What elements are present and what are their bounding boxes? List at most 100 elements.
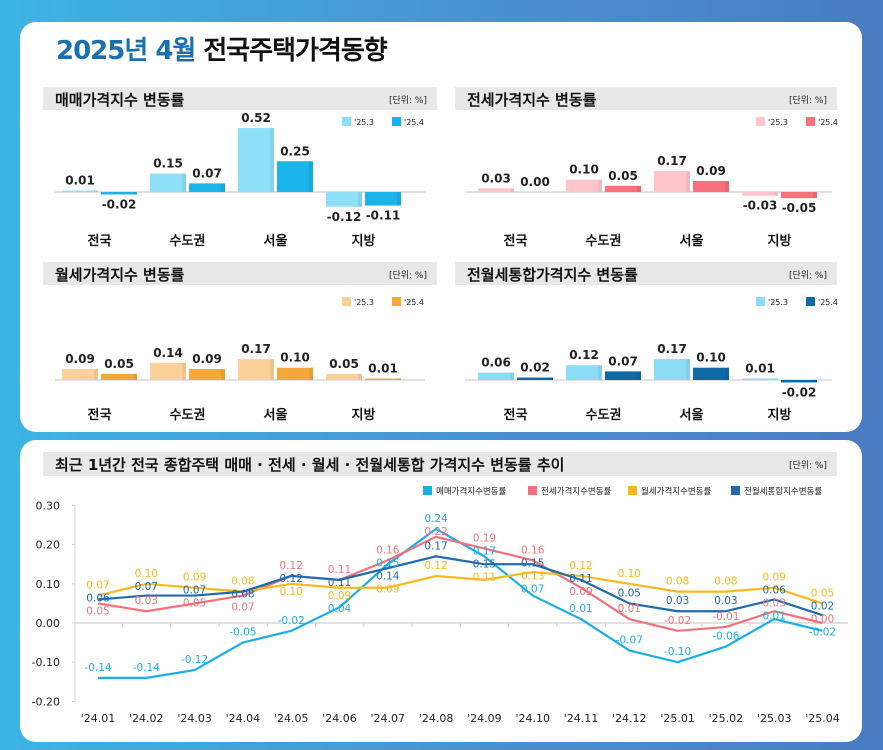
point-label: 0.07 <box>231 602 254 614</box>
bar <box>277 161 313 192</box>
point-label: 0.05 <box>86 606 109 618</box>
data-label: 0.00 <box>520 175 550 189</box>
point-label: -0.10 <box>664 646 691 658</box>
x-tick-label: '24.04 <box>226 712 261 725</box>
category-label: 수도권 <box>586 408 622 423</box>
point-label: -0.14 <box>133 662 160 674</box>
data-label: 0.10 <box>280 351 310 365</box>
bar <box>365 378 401 380</box>
bar-shade <box>133 373 137 380</box>
point-label: 0.22 <box>424 526 447 538</box>
data-label: 0.12 <box>569 348 599 362</box>
point-label: 0.07 <box>86 580 109 592</box>
data-label: 0.09 <box>65 352 95 366</box>
panel-header-jeonse: 전세가격지수 변동률 [단위: %] <box>455 87 837 110</box>
point-label: 0.09 <box>763 572 786 584</box>
point-label: -0.06 <box>712 631 739 643</box>
bar-shade <box>686 359 690 380</box>
legend-label: '25.4 <box>404 298 424 307</box>
point-label: 0.02 <box>811 600 834 612</box>
x-tick-label: '24.02 <box>129 712 164 725</box>
point-label: 0.12 <box>280 573 303 585</box>
bar <box>326 373 362 380</box>
point-label: 0.03 <box>666 595 689 607</box>
bar-chart-1: '25.3 0.03 0.10 0.17 -0.03 '25.4 0.00 0.05 0.09 -… <box>465 117 838 249</box>
bar-chart-3: '25.3 0.06 0.12 0.17 0.01 '25.4 0.02 0.07 0.10 -0… <box>465 297 838 423</box>
bar-shade <box>133 192 137 195</box>
bar-shade <box>774 378 778 380</box>
category-label: 지방 <box>768 407 792 423</box>
category-label: 지방 <box>352 233 376 249</box>
point-label: 0.08 <box>714 576 737 588</box>
point-label: 0.11 <box>473 572 496 584</box>
point-label: 0.15 <box>376 557 399 569</box>
bar <box>693 180 729 192</box>
bar-shade <box>774 192 778 196</box>
point-label: 0.05 <box>618 587 641 599</box>
data-label: 0.05 <box>104 357 134 371</box>
data-label: 0.01 <box>368 362 398 376</box>
category-label: 지방 <box>352 407 376 423</box>
page-title: 2025년 4월 전국주택가격동향 <box>56 30 388 67</box>
category-label: 수도권 <box>170 408 206 423</box>
panel-title: 전월세통합가격지수 변동률 <box>467 266 638 284</box>
point-label: 0.05 <box>183 598 206 610</box>
data-label: -0.02 <box>782 385 817 399</box>
data-label: 0.07 <box>608 354 638 368</box>
category-label: 서울 <box>680 233 704 249</box>
bar-shade <box>182 362 186 380</box>
bar <box>62 368 98 380</box>
legend-label: 월세가격지수변동률 <box>641 486 712 497</box>
point-label: 0.09 <box>328 590 351 602</box>
legend-label: 전세가격지수변동률 <box>541 486 612 497</box>
category-label: 수도권 <box>586 234 622 249</box>
unit-label: [단위: %] <box>388 271 427 281</box>
point-label: 0.07 <box>521 583 544 595</box>
point-label: 0.06 <box>763 585 787 597</box>
series-line <box>97 570 823 605</box>
bar-shade <box>309 161 313 192</box>
y-tick-label: 0.00 <box>36 617 61 630</box>
line-chart: 0.30 0.20 0.10 0.00 -0.10 -0.20 '24.01 '24.02 '2… <box>32 486 848 725</box>
bar <box>566 365 602 380</box>
point-label: 0.14 <box>376 570 400 582</box>
bar <box>478 372 514 380</box>
point-label: 0.03 <box>714 595 737 607</box>
point-label: 0.06 <box>86 593 110 605</box>
category-label: 전국 <box>88 407 112 423</box>
data-label: 0.05 <box>329 357 359 371</box>
point-label: 0.15 <box>473 559 496 571</box>
category-label: 전국 <box>504 233 528 249</box>
bar-shade <box>221 368 225 380</box>
panel-header-trend: 최근 1년간 전국 종합주택 매매 · 전세 · 월세 · 전월세통합 가격지수… <box>43 452 837 476</box>
bar-shade <box>94 368 98 380</box>
legend-swatch <box>423 486 432 495</box>
data-label: 0.05 <box>608 169 638 183</box>
panel-title: 월세가격지수 변동률 <box>55 266 185 284</box>
bar <box>517 377 553 380</box>
bar <box>781 380 817 383</box>
point-label: -0.02 <box>809 626 836 638</box>
bar-shade <box>309 367 313 380</box>
category-label: 서울 <box>680 407 704 423</box>
bar-shade <box>510 188 514 192</box>
bar-shade <box>549 377 553 380</box>
legend-label: '25.4 <box>404 118 424 127</box>
bar <box>566 179 602 192</box>
point-label: 0.08 <box>666 576 689 588</box>
x-tick-label: '24.03 <box>177 712 212 725</box>
bar <box>238 359 274 380</box>
bar-shade <box>598 179 602 192</box>
point-label: 0.13 <box>521 570 544 582</box>
data-label: 0.09 <box>696 164 726 178</box>
bar-shade <box>686 171 690 192</box>
data-label: 0.01 <box>745 362 775 376</box>
data-label: -0.02 <box>102 197 137 211</box>
point-label: -0.02 <box>664 615 691 627</box>
x-tick-label: '25.02 <box>709 712 744 725</box>
category-label: 전국 <box>88 233 112 249</box>
legend-swatch <box>342 297 351 306</box>
unit-label: [단위: %] <box>788 271 827 281</box>
legend-swatch <box>756 297 765 306</box>
